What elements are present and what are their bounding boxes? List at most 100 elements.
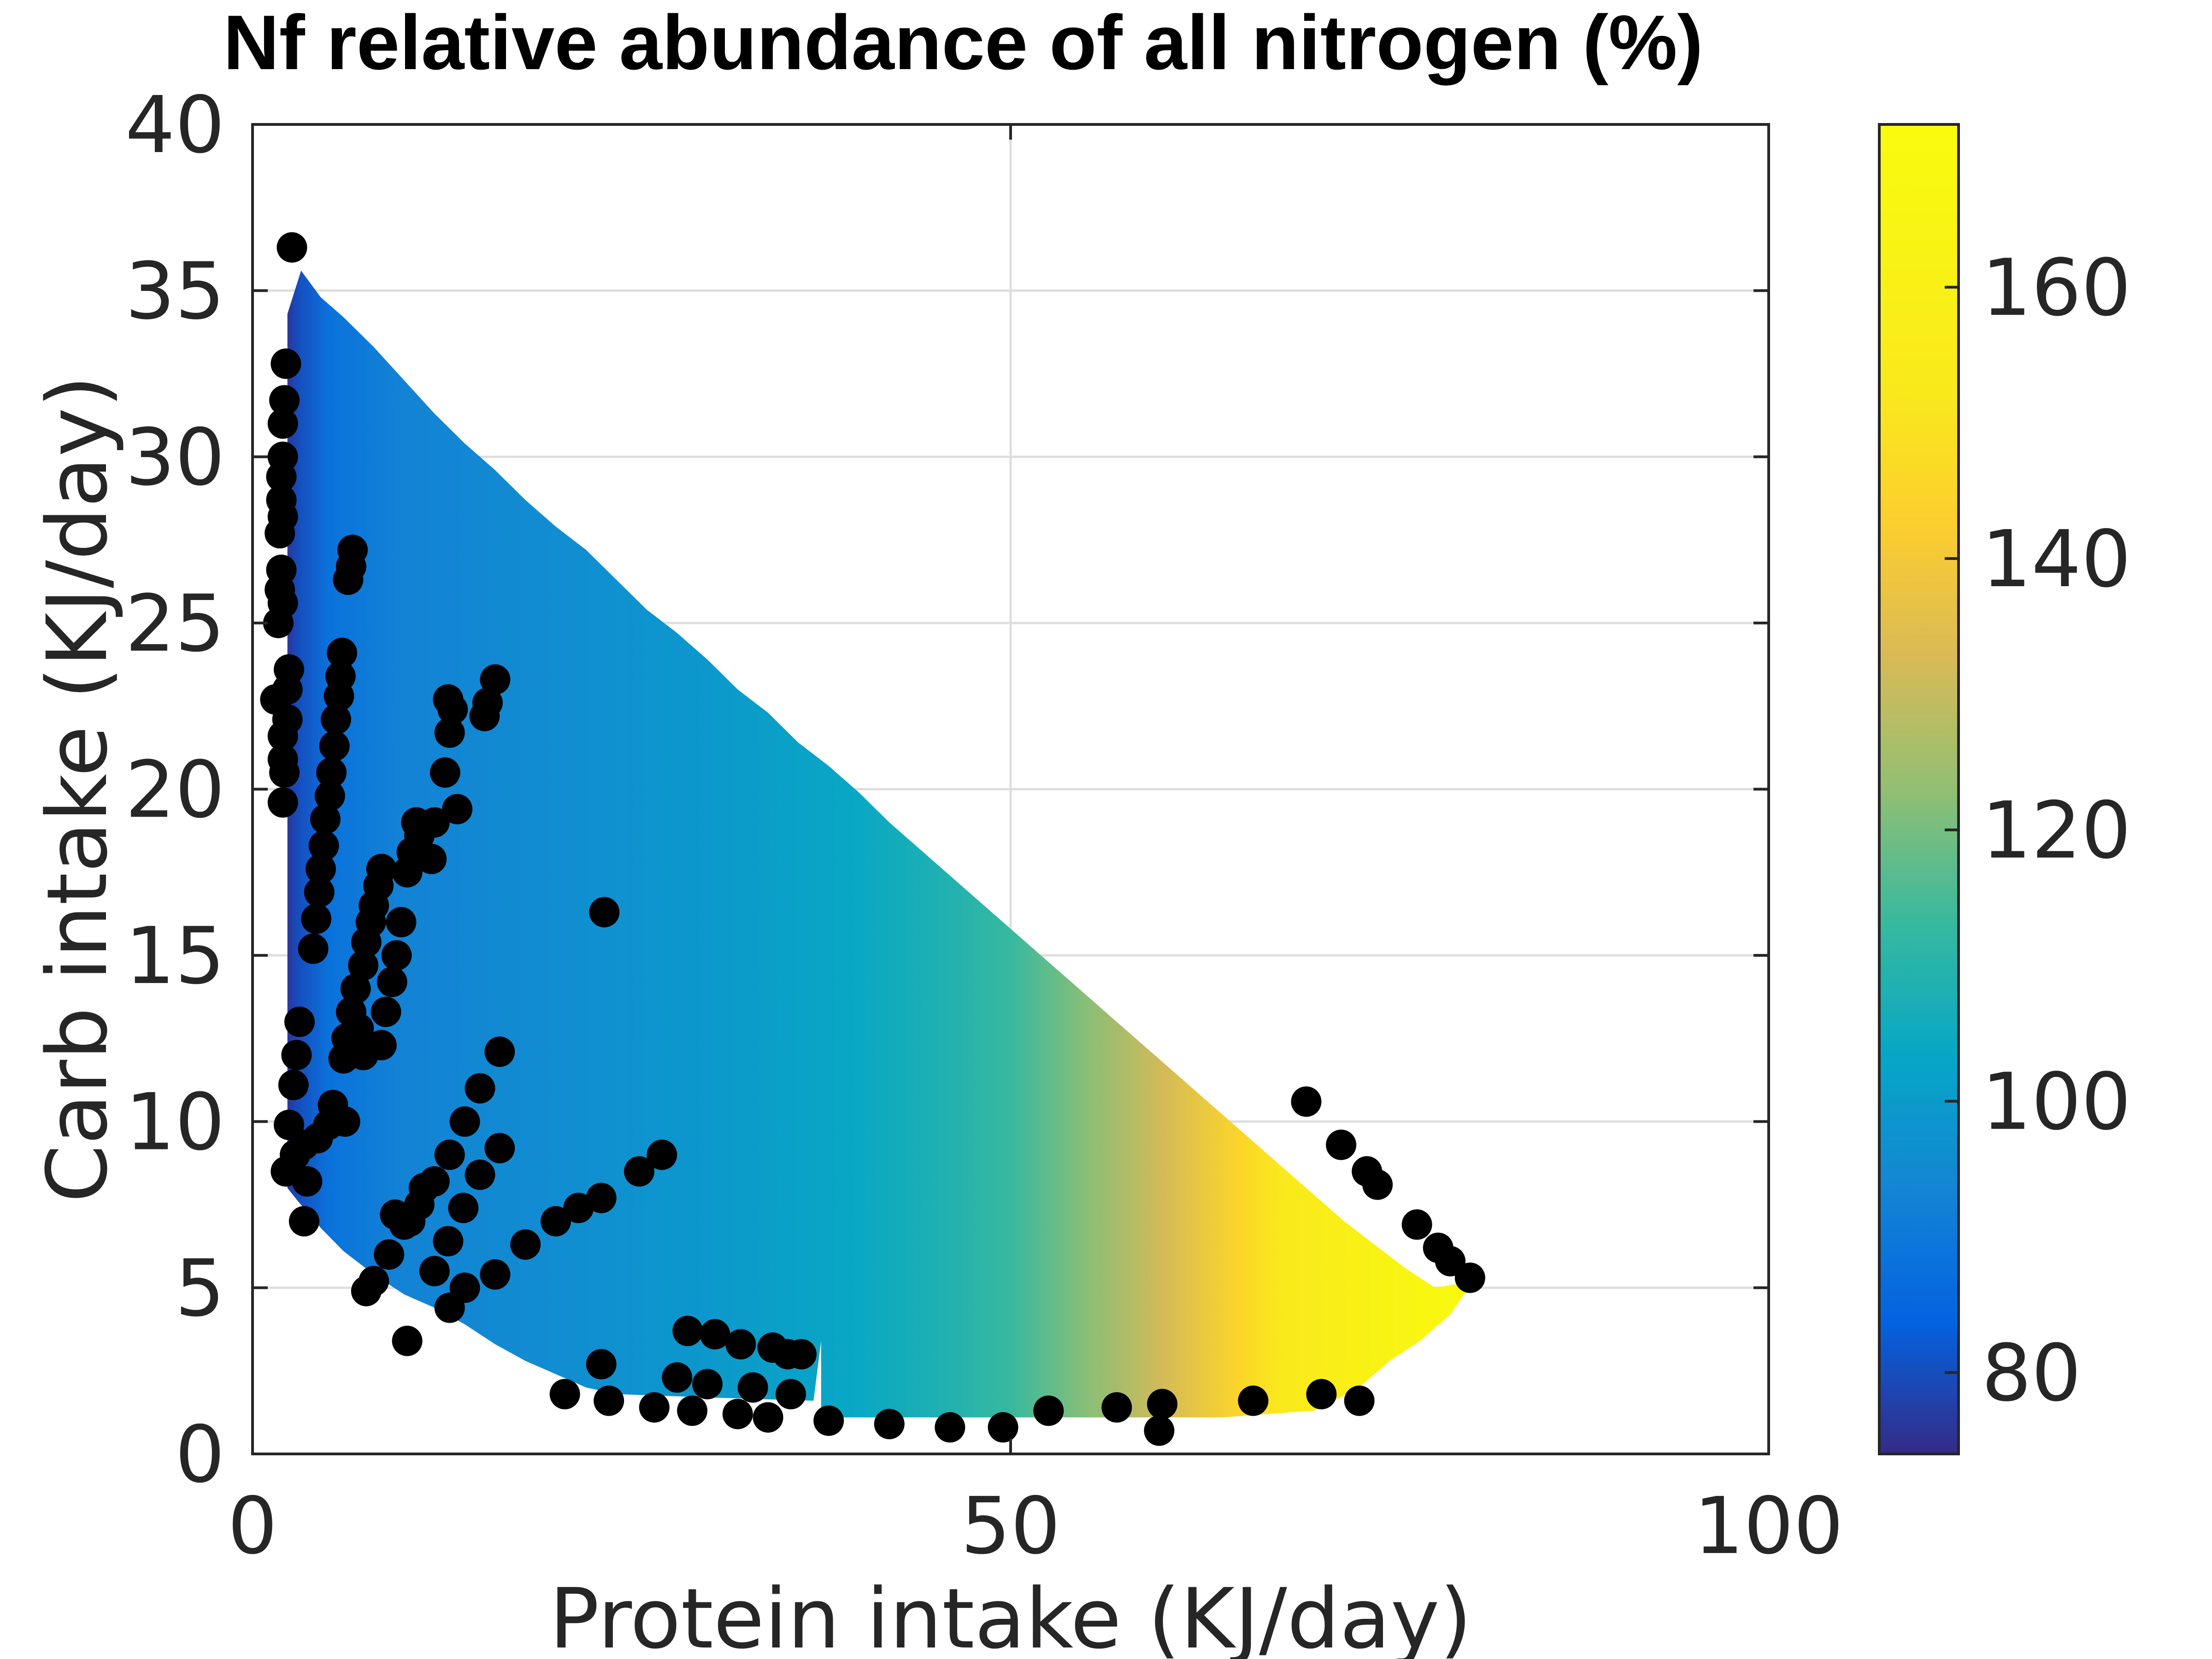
data-point-0 bbox=[276, 232, 307, 263]
data-point-30 bbox=[314, 780, 345, 811]
data-points bbox=[260, 232, 1485, 1446]
data-point-81 bbox=[484, 1036, 515, 1067]
data-point-122 bbox=[594, 1385, 624, 1416]
data-point-33 bbox=[306, 853, 336, 884]
y-tick-label-4: 20 bbox=[125, 745, 225, 836]
data-point-124 bbox=[677, 1395, 708, 1426]
data-point-126 bbox=[753, 1402, 783, 1433]
data-point-107 bbox=[647, 1139, 677, 1170]
data-point-83 bbox=[449, 1106, 480, 1137]
data-point-76 bbox=[469, 700, 500, 731]
data-point-68 bbox=[381, 940, 412, 971]
data-point-92 bbox=[395, 1206, 426, 1237]
data-point-130 bbox=[988, 1412, 1018, 1443]
data-point-65 bbox=[416, 844, 447, 874]
data-point-29 bbox=[316, 757, 347, 788]
data-point-55 bbox=[348, 950, 379, 981]
data-point-54 bbox=[351, 927, 382, 958]
data-point-106 bbox=[624, 1156, 654, 1187]
data-point-121 bbox=[549, 1379, 580, 1410]
data-point-96 bbox=[448, 1193, 479, 1224]
data-point-135 bbox=[1238, 1385, 1269, 1416]
data-point-110 bbox=[672, 1316, 703, 1347]
x-tick-label-0: 0 bbox=[228, 1481, 277, 1572]
data-point-32 bbox=[308, 830, 339, 861]
y-axis-label: Carb intake (KJ/day) bbox=[29, 375, 126, 1203]
data-point-97 bbox=[433, 1226, 464, 1257]
data-point-138 bbox=[1291, 1086, 1322, 1117]
y-tick-label-3: 15 bbox=[125, 911, 225, 1002]
data-point-60 bbox=[343, 1013, 374, 1044]
data-point-94 bbox=[484, 1133, 515, 1164]
data-point-109 bbox=[392, 1325, 423, 1356]
data-point-1 bbox=[271, 348, 301, 379]
data-point-128 bbox=[874, 1409, 905, 1440]
data-point-35 bbox=[301, 903, 332, 934]
data-point-132 bbox=[1101, 1392, 1132, 1423]
data-point-123 bbox=[639, 1392, 670, 1423]
y-tick-label-5: 25 bbox=[125, 578, 225, 670]
data-point-108 bbox=[589, 897, 620, 928]
data-point-142 bbox=[1401, 1209, 1432, 1240]
x-tick-labels: 0 50 100 bbox=[228, 1481, 1843, 1572]
data-point-20 bbox=[267, 787, 298, 818]
data-point-49 bbox=[288, 1206, 319, 1237]
data-point-24 bbox=[327, 637, 358, 668]
data-point-37 bbox=[284, 1006, 315, 1037]
data-point-100 bbox=[449, 1272, 480, 1303]
data-point-103 bbox=[541, 1206, 571, 1237]
data-point-82 bbox=[465, 1073, 495, 1104]
data-point-125 bbox=[722, 1399, 753, 1430]
data-point-31 bbox=[310, 804, 341, 835]
data-point-119 bbox=[737, 1372, 768, 1403]
data-point-120 bbox=[776, 1379, 806, 1410]
data-point-12 bbox=[263, 607, 294, 638]
heatmap-surface bbox=[287, 271, 1473, 1418]
data-point-73 bbox=[437, 694, 468, 725]
data-point-70 bbox=[371, 996, 401, 1027]
data-point-78 bbox=[429, 757, 460, 788]
y-tick-label-7: 35 bbox=[125, 246, 225, 337]
data-point-56 bbox=[340, 973, 371, 1004]
data-point-145 bbox=[1454, 1262, 1485, 1293]
colorbar-tick-label-1: 100 bbox=[1982, 1057, 2131, 1148]
data-point-133 bbox=[1147, 1388, 1177, 1419]
data-point-136 bbox=[1306, 1379, 1337, 1410]
data-point-69 bbox=[377, 966, 407, 997]
data-point-74 bbox=[480, 664, 511, 695]
data-point-117 bbox=[662, 1362, 693, 1393]
data-point-28 bbox=[319, 730, 350, 761]
x-tick-label-2: 100 bbox=[1694, 1481, 1843, 1572]
colorbar-tick-label-0: 80 bbox=[1982, 1328, 2081, 1419]
data-point-98 bbox=[419, 1256, 450, 1287]
data-point-17 bbox=[267, 721, 298, 752]
colorbar-frame bbox=[1878, 123, 1960, 1455]
data-point-66 bbox=[392, 857, 423, 888]
y-tick-label-1: 5 bbox=[175, 1243, 225, 1334]
data-point-93 bbox=[408, 1173, 439, 1203]
data-point-84 bbox=[434, 1139, 465, 1170]
data-point-115 bbox=[786, 1339, 817, 1370]
data-point-95 bbox=[465, 1159, 495, 1190]
data-point-23 bbox=[333, 565, 364, 595]
data-point-39 bbox=[278, 1070, 309, 1100]
data-point-105 bbox=[586, 1182, 617, 1213]
colorbar-fill bbox=[1879, 124, 1959, 1454]
x-tick-label-1: 50 bbox=[961, 1481, 1060, 1572]
data-point-101 bbox=[480, 1259, 511, 1290]
data-point-48 bbox=[329, 1106, 360, 1137]
axis-ticks bbox=[251, 123, 1770, 1455]
y-tick-label-2: 10 bbox=[125, 1077, 225, 1168]
data-point-131 bbox=[1033, 1395, 1064, 1426]
data-point-102 bbox=[510, 1229, 541, 1260]
data-point-5 bbox=[266, 461, 297, 492]
data-point-67 bbox=[386, 907, 417, 937]
data-point-141 bbox=[1362, 1169, 1393, 1200]
data-point-77 bbox=[434, 717, 465, 748]
data-point-27 bbox=[321, 704, 351, 735]
data-point-38 bbox=[281, 1040, 312, 1071]
data-point-71 bbox=[366, 1030, 397, 1060]
data-point-88 bbox=[374, 1239, 405, 1270]
data-point-134 bbox=[1144, 1415, 1175, 1446]
